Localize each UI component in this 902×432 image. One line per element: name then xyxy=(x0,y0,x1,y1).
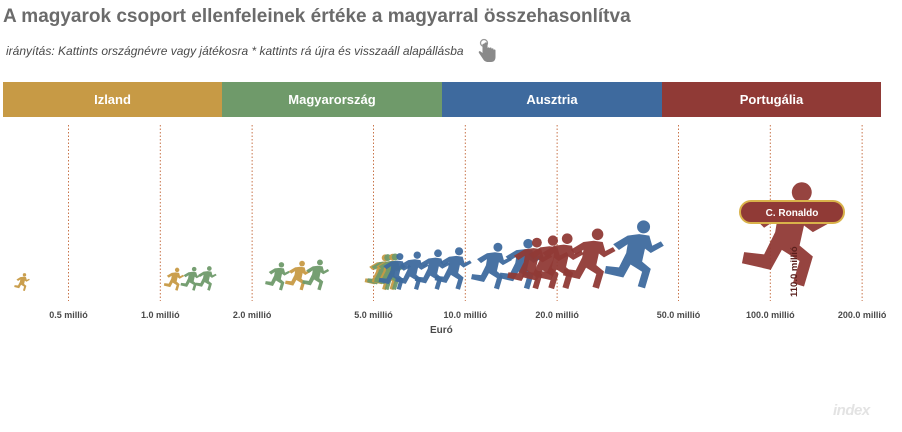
index-watermark: index xyxy=(833,402,870,419)
player-marker[interactable] xyxy=(195,266,217,291)
player-marker[interactable] xyxy=(741,182,833,287)
x-tick-label: 5.0 millió xyxy=(354,310,393,320)
tab-portugalia-label: Portugália xyxy=(739,92,804,107)
highlight-player-label[interactable]: C. Ronaldo xyxy=(739,200,845,224)
tab-portugalia[interactable]: Portugália xyxy=(662,82,881,117)
page-title: A magyarok csoport ellenfeleinek értéke … xyxy=(3,6,631,27)
tab-ausztria-label: Ausztria xyxy=(526,92,578,107)
player-marker[interactable] xyxy=(265,262,290,291)
player-marker[interactable] xyxy=(14,273,30,292)
x-tick-label: 100.0 millió xyxy=(746,310,795,320)
player-marker[interactable] xyxy=(180,266,202,291)
x-tick-label: 10.0 millió xyxy=(444,310,488,320)
x-tick-label: 0.5 millió xyxy=(49,310,88,320)
instructions-text: irányítás: Kattints országnévre vagy ját… xyxy=(6,44,464,58)
player-marker[interactable] xyxy=(163,267,184,291)
x-tick-label: 200.0 millió xyxy=(838,310,887,320)
highlight-value-label: 110.0 millió xyxy=(789,246,800,297)
player-marker[interactable] xyxy=(604,220,664,289)
hand-pointer-icon xyxy=(478,38,496,62)
player-marker[interactable] xyxy=(471,242,512,290)
tab-izland-label: Izland xyxy=(94,92,131,107)
team-filter-bar: Izland Magyarország Ausztria Portugália xyxy=(3,82,881,117)
x-tick-label: 20.0 millió xyxy=(535,310,579,320)
x-tick-label: 50.0 millió xyxy=(657,310,701,320)
highlight-player-name: C. Ronaldo xyxy=(766,208,819,219)
tab-izland[interactable]: Izland xyxy=(3,82,222,117)
tab-magyarorszag-label: Magyarország xyxy=(288,92,376,107)
highlight-label-bg xyxy=(739,200,845,224)
x-tick-label: 1.0 millió xyxy=(141,310,180,320)
x-axis-title: Euró xyxy=(430,325,453,336)
tab-ausztria[interactable]: Ausztria xyxy=(442,82,662,117)
x-tick-label: 2.0 millió xyxy=(233,310,272,320)
tab-magyarorszag[interactable]: Magyarország xyxy=(222,82,442,117)
player-marker[interactable] xyxy=(302,259,330,291)
player-value-chart: 0.5 millió 1.0 millió 2.0 millió 5.0 millió… xyxy=(14,125,887,320)
player-marker[interactable] xyxy=(285,260,311,291)
